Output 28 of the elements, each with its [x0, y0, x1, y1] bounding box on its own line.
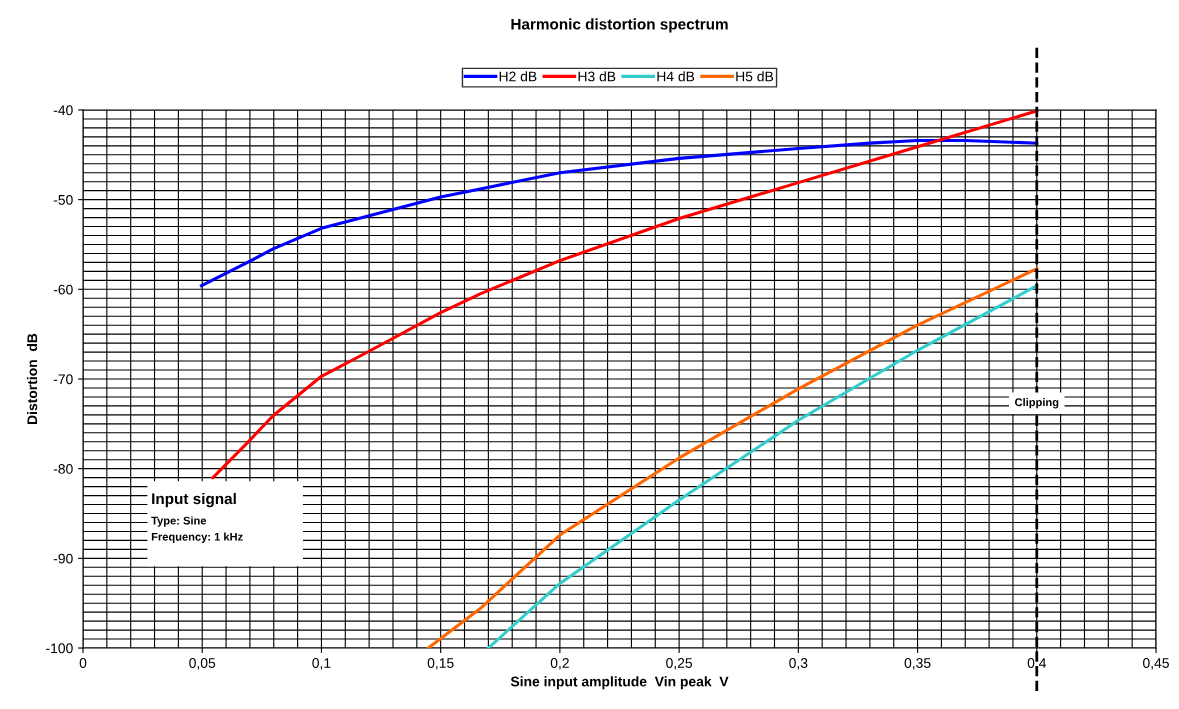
x-tick-label: 0	[79, 658, 87, 668]
annotation: Input signal	[152, 492, 236, 508]
y-tick-label: -80	[53, 464, 73, 474]
legend-label: H4 dB	[657, 71, 695, 82]
y-tick-label: -60	[53, 284, 73, 295]
legend-label: H5 dB	[736, 71, 774, 82]
annotation: Frequency: 1 kHz	[151, 532, 243, 543]
x-tick-label: 0,4	[1027, 658, 1047, 670]
legend-label: H3 dB	[578, 71, 616, 82]
y-tick-label: -50	[53, 194, 73, 205]
x-tick-label: 0,25	[666, 658, 693, 670]
x-tick-label: 0,35	[904, 658, 931, 670]
x-tick-label: 0,45	[1143, 658, 1169, 670]
ref-line-label: Clipping	[1015, 398, 1059, 409]
annotation: Type: Sine	[151, 516, 207, 527]
x-tick-label: 0,3	[789, 658, 808, 670]
x-axis-title: Sine input amplitude Vin peak V	[510, 676, 729, 690]
x-tick-label: 0,05	[189, 658, 216, 670]
y-tick-label: -90	[53, 553, 73, 564]
x-tick-label: 0,1	[312, 658, 331, 670]
x-tick-label: 0,2	[550, 658, 569, 670]
y-tick-label: -70	[53, 374, 73, 385]
y-tick-label: -100	[46, 643, 73, 654]
legend-label: H2 dB	[499, 71, 537, 82]
y-tick-label: -40	[53, 105, 73, 116]
x-tick-label: 0,15	[427, 658, 454, 670]
y-axis-title: Distortion dB	[26, 333, 38, 424]
chart-title: Harmonic distortion spectrum	[511, 18, 728, 33]
